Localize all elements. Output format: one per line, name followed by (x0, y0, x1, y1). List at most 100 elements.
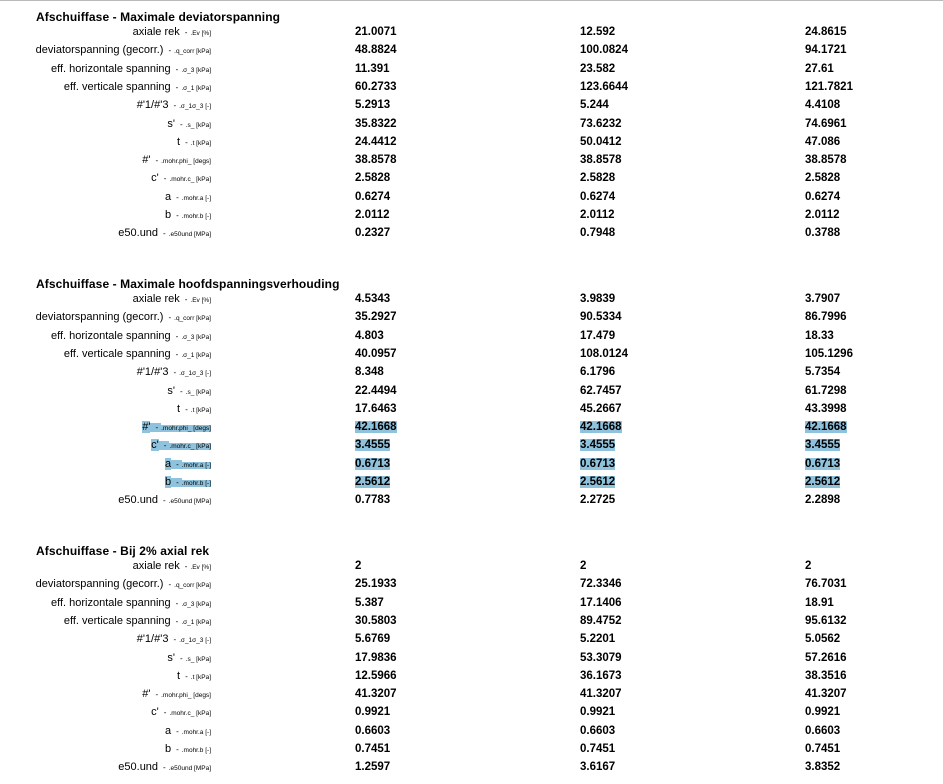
row-label: #' - .mohr.phi_ [degs] (142, 154, 211, 166)
value-cell-2: 23.582 (580, 62, 616, 75)
parameter-code: .q_corr [kPa] (174, 582, 211, 590)
row-label: axiale rek - .Ev [%] (133, 293, 211, 305)
row-label: e50.und - .e50und [MPa] (118, 761, 211, 773)
parameter-name: #' (142, 421, 151, 434)
parameter-code: .σ_3 [kPa] (181, 66, 211, 74)
parameter-name: #'1/#'3 (136, 99, 169, 112)
value-cell-2: 17.1406 (580, 596, 622, 609)
value-cell-3: 4.4108 (805, 99, 841, 112)
value-cell-3: 2 (805, 560, 812, 572)
parameter-code: .mohr.phi_ [degs] (161, 425, 211, 433)
parameter-name: eff. verticale spanning (63, 347, 171, 360)
label-separator: - (176, 726, 179, 736)
value-cell-3: 57.2616 (805, 651, 847, 664)
value-cell-3: 3.8352 (805, 761, 841, 774)
label-separator: - (168, 313, 172, 323)
row-label: b - .mohr.b [-] (165, 743, 211, 755)
parameter-code: .mohr.phi_ [degs] (161, 158, 211, 166)
table-row: deviatorspanning (gecorr.) - .q_corr [kPa]… (0, 577, 943, 595)
parameter-code: .t [kPa] (190, 406, 211, 414)
value-cell-2: 123.6644 (580, 80, 628, 93)
label-separator: - (168, 580, 172, 590)
value-cell-3: 2.5828 (805, 172, 841, 185)
value-cell-3: 38.3516 (805, 669, 847, 682)
parameter-name: c' (151, 439, 159, 452)
parameter-code: .e50und [MPa] (168, 231, 211, 239)
label-separator: - (175, 82, 179, 92)
value-cell-2: 0.6603 (580, 724, 616, 737)
parameter-code: .mohr.a [-] (181, 728, 211, 736)
value-cell-3: 41.3207 (805, 688, 847, 701)
parameter-name: b (164, 209, 172, 221)
row-label: eff. verticale spanning - .σ_1 [kPa] (64, 81, 211, 93)
parameter-name: a (164, 190, 172, 203)
value-cell-1: 35.8322 (355, 117, 397, 130)
value-cell-2: 73.6232 (580, 117, 622, 130)
value-cell-3: 0.7451 (805, 743, 841, 755)
parameter-name: c' (151, 706, 159, 719)
value-cell-2: 2.2725 (580, 494, 616, 507)
value-cell-2: 38.8578 (580, 154, 622, 167)
parameter-name: s' (167, 384, 176, 397)
label-separator: - (184, 562, 188, 571)
parameter-code: .mohr.b [-] (181, 213, 211, 220)
label-separator: - (163, 229, 166, 239)
row-label: eff. verticale spanning - .σ_1 [kPa] (64, 615, 211, 627)
row-label: b - .mohr.b [-] (165, 209, 211, 221)
parameter-name: t (177, 135, 181, 148)
value-cell-1: 1.2597 (355, 761, 391, 774)
table-row: axiale rek - .Ev [%] 2 2 2 (0, 559, 943, 577)
value-cell-3: 42.1668 (805, 421, 847, 434)
value-cell-2: 0.6274 (580, 190, 616, 203)
value-cell-1: 35.2927 (355, 311, 397, 324)
value-cell-3: 24.8615 (805, 26, 847, 38)
row-label: eff. horizontale spanning - .σ_3 [kPa] (51, 597, 211, 609)
value-cell-1: 5.387 (355, 596, 384, 609)
parameter-code: .q_corr [kPa] (174, 315, 211, 323)
parameter-code: .s_ [kPa] (185, 121, 211, 129)
value-cell-3: 5.7354 (805, 366, 841, 379)
section-title: Afschuiffase - Bij 2% axial rek (36, 544, 210, 558)
parameter-code: .s_ [kPa] (185, 655, 211, 663)
table-row: t - .t [kPa] 17.6463 45.2667 43.3998 (0, 402, 943, 420)
label-separator: - (175, 349, 179, 359)
value-cell-2: 3.6167 (580, 761, 616, 774)
value-cell-2: 12.592 (580, 26, 616, 38)
value-cell-1: 17.9836 (355, 651, 397, 664)
value-cell-2: 2 (580, 560, 587, 572)
parameter-name: deviatorspanning (gecorr.) (35, 578, 164, 591)
value-cell-2: 6.1796 (580, 366, 616, 379)
value-cell-2: 2.5828 (580, 172, 616, 185)
value-cell-1: 17.6463 (355, 402, 397, 415)
label-separator: - (184, 28, 188, 37)
value-cell-1: 60.2733 (355, 80, 397, 93)
value-cell-2: 108.0124 (580, 347, 628, 360)
row-label: e50.und - .e50und [MPa] (118, 227, 211, 239)
parameter-name: #' (142, 688, 151, 701)
parameter-code: .mohr.b [-] (181, 480, 211, 487)
label-separator: - (185, 137, 188, 147)
value-cell-1: 40.0957 (355, 347, 397, 360)
value-cell-1: 4.803 (355, 329, 384, 342)
value-cell-2: 72.3346 (580, 578, 622, 591)
parameter-code: .σ_1 [kPa] (181, 618, 211, 626)
parameter-name: s' (167, 651, 176, 664)
value-cell-2: 3.9839 (580, 293, 616, 305)
value-cell-1: 48.8824 (355, 44, 397, 57)
row-label: a - .mohr.a [-] (164, 457, 211, 470)
value-cell-3: 61.7298 (805, 384, 847, 397)
parameter-name: c' (151, 172, 159, 185)
value-cell-1: 0.6603 (355, 724, 391, 737)
value-cell-2: 0.6713 (580, 457, 616, 470)
value-cell-2: 2.5612 (580, 476, 616, 488)
value-cell-1: 0.7451 (355, 743, 391, 755)
label-separator: - (163, 174, 167, 184)
row-label: deviatorspanning (gecorr.) - .q_corr [kPa] (36, 578, 211, 590)
value-cell-1: 0.2327 (355, 227, 391, 240)
table-row: t - .t [kPa] 24.4412 50.0412 47.086 (0, 135, 943, 153)
table-row: s' - .s_ [kPa] 17.9836 53.3079 57.2616 (0, 651, 943, 669)
value-cell-1: 2.0112 (355, 209, 390, 221)
label-separator: - (175, 331, 179, 341)
parameter-name: e50.und (118, 494, 159, 507)
parameter-name: axiale rek (132, 560, 180, 572)
